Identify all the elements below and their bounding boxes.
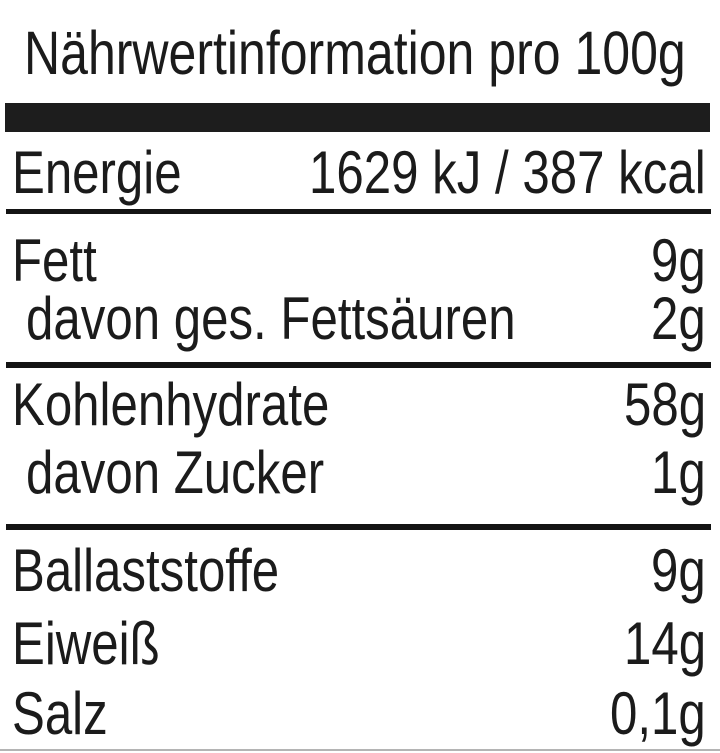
nutrient-name: Fett [12, 227, 97, 294]
header-divider-bar [5, 103, 710, 132]
nutrient-value: 58g [623, 371, 706, 438]
row-zucker: davon Zucker 1g [26, 443, 706, 503]
nutrient-name: Eiweiß [12, 610, 160, 677]
separator-rule [6, 524, 711, 530]
nutrient-value: 1629 kJ / 387 kcal [309, 139, 706, 206]
row-eiweiss: Eiweiß 14g [12, 614, 706, 674]
separator-rule [6, 362, 711, 368]
nutrient-name: Ballaststoffe [12, 537, 280, 604]
nutrient-value: 9g [651, 227, 706, 294]
nutrition-title-text: Nährwertinformation pro 100g [24, 19, 686, 87]
nutrient-value: 1g [651, 439, 706, 506]
row-ballaststoffe: Ballaststoffe 9g [12, 541, 706, 601]
nutrient-name: Salz [12, 680, 108, 747]
row-energie: Energie 1629 kJ / 387 kcal [12, 143, 706, 203]
nutrient-value: 0,1g [610, 680, 706, 747]
nutrient-name: Energie [12, 139, 182, 206]
row-fett: Fett 9g [12, 231, 706, 291]
nutrient-name: davon Zucker [26, 439, 325, 506]
nutrient-name: Kohlenhydrate [12, 371, 330, 438]
row-gesaettigte-fettsaeuren: davon ges. Fettsäuren 2g [26, 289, 706, 349]
nutrient-value: 2g [651, 285, 706, 352]
nutrient-value: 14g [623, 610, 706, 677]
separator-rule [6, 209, 711, 214]
nutrition-title: Nährwertinformation pro 100g [24, 23, 720, 84]
row-kohlenhydrate: Kohlenhydrate 58g [12, 375, 706, 435]
bottom-edge-rule [0, 749, 720, 751]
nutrient-name: davon ges. Fettsäuren [26, 285, 516, 352]
nutrient-value: 9g [651, 537, 706, 604]
row-salz: Salz 0,1g [12, 684, 706, 744]
